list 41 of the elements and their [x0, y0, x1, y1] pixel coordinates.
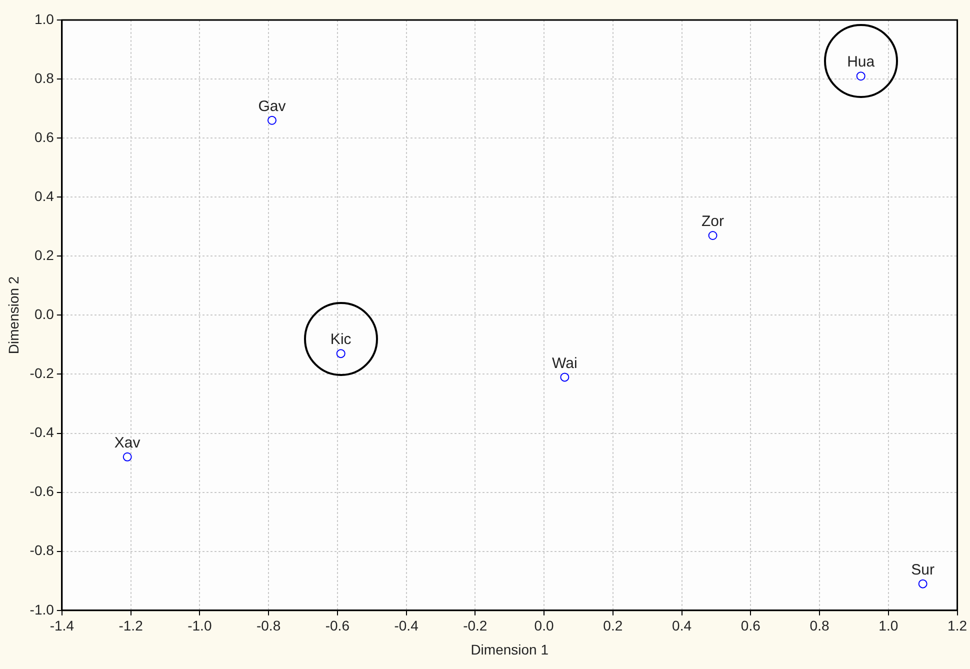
x-tick-label: -0.8 [256, 618, 281, 634]
x-tick-label: -0.2 [463, 618, 488, 634]
annotation: Xav [114, 434, 141, 452]
x-tick-label: -0.6 [325, 618, 350, 634]
point [122, 452, 132, 462]
x-tick-label: -1.0 [188, 618, 212, 634]
x-tick-label: -1.2 [118, 618, 144, 634]
y-tick-label: -1.0 [30, 601, 54, 618]
x-tick-label: 0.4 [672, 618, 692, 634]
y-tick-label: -0.8 [30, 542, 54, 558]
annotation: Sur [911, 561, 935, 578]
point [918, 579, 928, 588]
x-tick-label: 0.8 [810, 618, 830, 634]
y-tick-label: 0.6 [34, 128, 54, 145]
y-tick-label: 0.8 [34, 70, 54, 86]
point [336, 349, 346, 358]
y-axis-title: Dimension 2 [5, 276, 22, 354]
point [560, 372, 570, 382]
point [708, 230, 718, 240]
x-tick-label: -1.4 [50, 618, 74, 634]
x-tick-label: 0.2 [603, 618, 623, 634]
annotation: Gav [258, 98, 286, 116]
y-tick-label: -0.2 [30, 365, 54, 382]
x-tick-label: 0.0 [534, 618, 554, 634]
x-tick-label: 0.6 [740, 618, 761, 634]
y-tick-label: -0.4 [30, 424, 54, 440]
x-tick-label: 1.0 [878, 618, 898, 634]
point [267, 116, 276, 125]
annotation: Kic [330, 331, 352, 348]
x-tick-label: 1.2 [948, 618, 968, 634]
annotation: Hua [847, 54, 876, 71]
y-tick-label: 0.2 [34, 247, 54, 264]
x-axis-title: Dimension 1 [470, 641, 549, 658]
y-tick-label: 1.0 [34, 10, 54, 27]
point [856, 72, 866, 81]
annotation: Wai [552, 354, 578, 372]
x-tick-label: -0.4 [394, 618, 419, 634]
annotation: Zor [702, 213, 724, 230]
y-tick-label: 0.0 [34, 306, 54, 322]
y-tick-label: -0.6 [30, 483, 54, 500]
y-tick-label: 0.4 [34, 188, 54, 204]
